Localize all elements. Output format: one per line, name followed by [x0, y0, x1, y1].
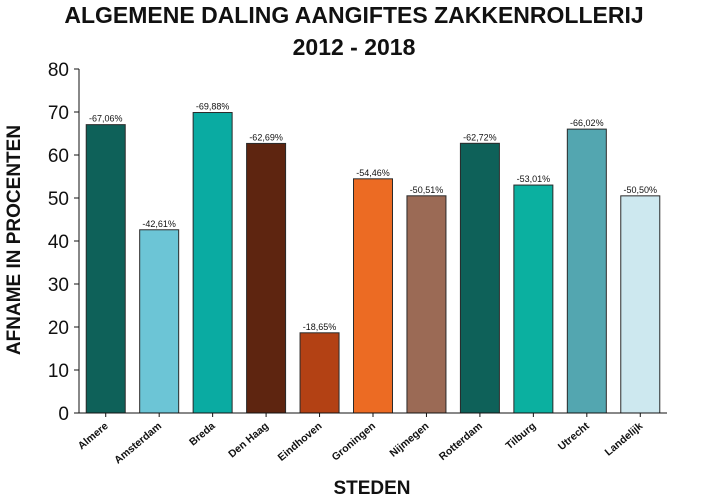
x-tick-label: Eindhoven [276, 420, 325, 464]
x-tick-label: Groningen [330, 420, 378, 463]
y-tick-label: 20 [48, 318, 69, 339]
bar-eindhoven [300, 333, 339, 413]
y-axis-ticks: 0 10 20 30 40 50 60 70 80 [48, 60, 79, 425]
chart-title: ALGEMENE DALING AANGIFTES ZAKKENROLLERIJ [64, 2, 643, 28]
y-tick-label: 50 [48, 189, 69, 210]
x-axis-title: STEDEN [333, 478, 410, 499]
bar-nijmegen [407, 196, 446, 413]
x-tick-label: Breda [187, 420, 218, 448]
y-tick-label: 80 [48, 60, 69, 81]
y-tick-label: 60 [48, 146, 69, 167]
x-tick-label: Tilburg [503, 420, 538, 452]
data-label: -53,01% [517, 174, 551, 184]
x-tick-label: Rotterdam [437, 420, 485, 463]
bar-den-haag [247, 143, 286, 413]
y-axis-title: AFNAME IN PROCENTEN [4, 125, 25, 355]
bar-breda [193, 113, 232, 413]
data-label: -50,51% [410, 185, 444, 195]
x-tick-label: Utrecht [556, 420, 592, 453]
bar-landelijk [621, 196, 660, 413]
data-label: -62,69% [249, 132, 283, 142]
data-label: -18,65% [303, 322, 337, 332]
x-tick-label: Amsterdam [112, 420, 164, 466]
data-label: -62,72% [463, 132, 497, 142]
bar-rotterdam [460, 143, 499, 413]
data-label: -67,06% [89, 114, 123, 124]
y-tick-label: 10 [48, 361, 69, 382]
bars-group [86, 113, 660, 413]
x-axis-ticks: AlmereAmsterdam Breda Den HaagEindhovenGro… [76, 413, 646, 466]
x-tick-label: Almere [76, 420, 111, 452]
bar-utrecht [567, 129, 606, 413]
y-tick-label: 30 [48, 275, 69, 296]
y-tick-label: 70 [48, 103, 69, 124]
bar-almere [86, 125, 125, 413]
data-label: -50,50% [624, 185, 658, 195]
y-tick-label: 40 [48, 232, 69, 253]
data-label: -54,46% [356, 168, 390, 178]
x-tick-label: Nijmegen [387, 420, 431, 460]
chart-subtitle: 2012 - 2018 [293, 34, 416, 60]
bar-amsterdam [140, 230, 179, 413]
bar-tilburg [514, 185, 553, 413]
data-label: -69,88% [196, 102, 230, 112]
data-label: -42,61% [142, 219, 176, 229]
y-tick-label: 0 [58, 404, 69, 425]
bar-groningen [354, 179, 393, 413]
x-tick-label: Den Haag [226, 420, 271, 460]
x-tick-label: Landelijk [603, 420, 646, 459]
data-label: -66,02% [570, 118, 604, 128]
